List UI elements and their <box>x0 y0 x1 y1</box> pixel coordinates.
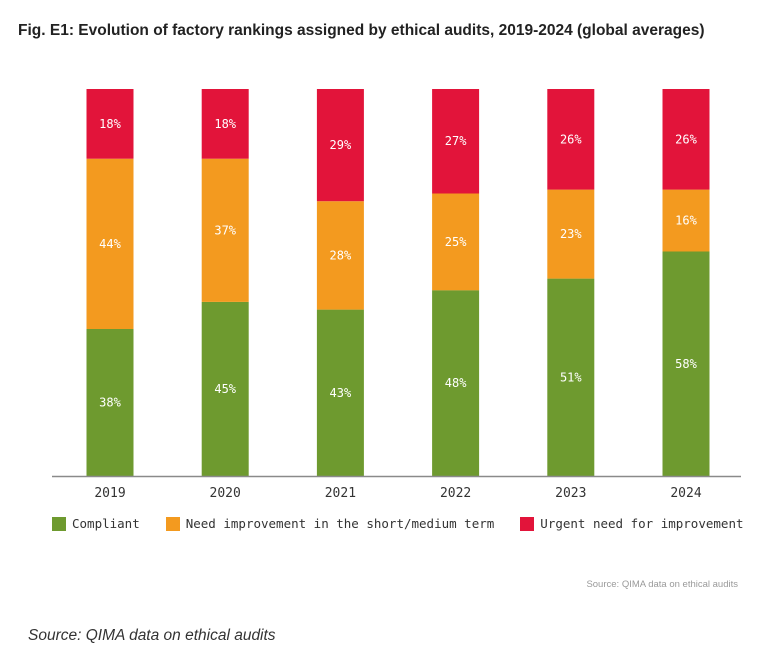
data-label-2021-need-improvement: 28% <box>330 248 352 262</box>
bar-segment-2024-urgent <box>662 89 710 190</box>
legend-label-need-improvement: Need improvement in the short/medium ter… <box>185 516 495 531</box>
bar-segment-2022-urgent <box>432 89 480 194</box>
bar-segment-2020-urgent <box>201 89 249 159</box>
chart-title: Fig. E1: Evolution of factory rankings a… <box>18 22 705 39</box>
data-label-2021-urgent: 29% <box>330 138 352 152</box>
data-label-2024-need-improvement: 16% <box>675 214 697 228</box>
x-tick-label-2022: 2022 <box>440 486 471 501</box>
bar-segment-2024-compliant <box>662 251 710 476</box>
bar-segment-2021-compliant <box>316 309 364 476</box>
x-tick-label-2020: 2020 <box>210 486 241 501</box>
legend-item-urgent: Urgent need for improvement <box>520 516 744 531</box>
x-tick-label-2024: 2024 <box>670 486 701 501</box>
legend-item-compliant: Compliant <box>52 516 140 531</box>
data-label-2024-compliant: 58% <box>675 357 697 371</box>
bar-segment-2023-urgent <box>547 89 595 190</box>
data-label-2019-compliant: 38% <box>99 396 121 410</box>
page-source-caption: Source: QIMA data on ethical audits <box>28 627 276 644</box>
bar-segment-2019-need-improvement <box>86 158 134 329</box>
bar-segment-2019-compliant <box>86 328 134 476</box>
x-tick-label-2023: 2023 <box>555 486 586 501</box>
legend-swatch-need-improvement <box>165 516 180 531</box>
bar-segment-2023-need-improvement <box>547 189 595 279</box>
bar-segment-2022-compliant <box>432 290 480 476</box>
data-label-2019-need-improvement: 44% <box>99 237 121 251</box>
x-tick-label-2019: 2019 <box>94 486 125 501</box>
data-label-2022-need-improvement: 25% <box>445 235 467 249</box>
stacked-bar-chart: 38% 44% 18% 2019 45% 37% 18% 2020 43% 28% 29% 2021 4… <box>52 89 741 501</box>
bar-segment-2020-compliant <box>201 301 249 476</box>
data-label-2022-compliant: 48% <box>445 376 467 390</box>
legend-swatch-urgent <box>520 516 535 531</box>
data-label-2020-need-improvement: 37% <box>214 223 236 237</box>
bar-segment-2020-need-improvement <box>201 158 249 302</box>
data-label-2020-urgent: 18% <box>214 117 236 131</box>
data-label-2024-urgent: 26% <box>675 132 697 146</box>
bar-segment-2021-urgent <box>316 89 364 202</box>
bar-segment-2019-urgent <box>86 89 134 159</box>
chart-legend: Compliant Need improvement in the short/… <box>52 516 770 531</box>
data-label-2020-compliant: 45% <box>214 382 236 396</box>
bar-segment-2022-need-improvement <box>432 193 480 291</box>
data-label-2023-compliant: 51% <box>560 370 582 384</box>
legend-swatch-compliant <box>52 516 66 531</box>
bar-segment-2021-need-improvement <box>316 201 364 310</box>
data-label-2023-need-improvement: 23% <box>560 227 582 241</box>
data-label-2019-urgent: 18% <box>99 117 121 131</box>
legend-label-compliant: Compliant <box>72 516 140 531</box>
bar-segment-2023-compliant <box>547 278 595 476</box>
chart-source-note: Source: QIMA data on ethical audits <box>586 579 738 590</box>
data-label-2021-compliant: 43% <box>330 386 352 400</box>
x-tick-label-2021: 2021 <box>325 486 356 501</box>
data-label-2023-urgent: 26% <box>560 132 582 146</box>
legend-item-need-improvement: Need improvement in the short/medium ter… <box>165 516 495 531</box>
legend-label-urgent: Urgent need for improvement <box>540 516 744 531</box>
bar-segment-2024-need-improvement <box>662 189 710 252</box>
data-label-2022-urgent: 27% <box>445 134 467 148</box>
